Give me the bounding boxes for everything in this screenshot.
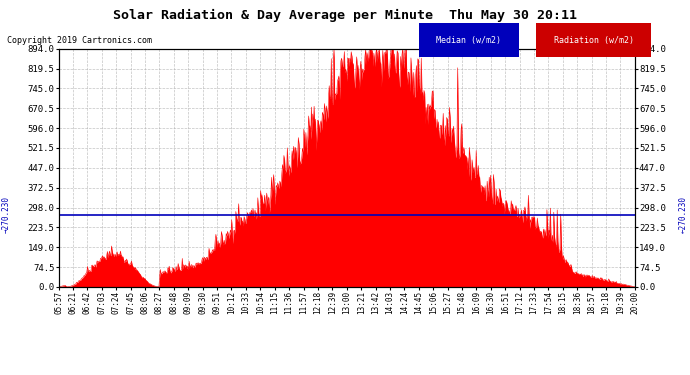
Text: Copyright 2019 Cartronics.com: Copyright 2019 Cartronics.com [7, 36, 152, 45]
Text: ←270.230: ←270.230 [679, 196, 688, 233]
Text: Radiation (w/m2): Radiation (w/m2) [549, 36, 638, 45]
Text: →270.230: →270.230 [1, 196, 10, 233]
Text: Median (w/m2): Median (w/m2) [431, 36, 506, 45]
Text: Solar Radiation & Day Average per Minute  Thu May 30 20:11: Solar Radiation & Day Average per Minute… [113, 9, 577, 22]
